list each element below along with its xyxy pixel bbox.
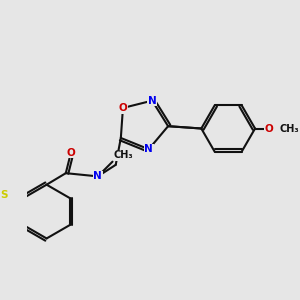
Text: O: O [118, 103, 127, 113]
Text: O: O [265, 124, 274, 134]
Text: N: N [144, 144, 153, 154]
Text: N: N [148, 96, 157, 106]
Text: O: O [67, 148, 75, 158]
Text: CH₃: CH₃ [279, 124, 299, 134]
Text: N: N [93, 171, 102, 182]
Text: S: S [0, 190, 8, 200]
Text: CH₃: CH₃ [114, 150, 134, 161]
